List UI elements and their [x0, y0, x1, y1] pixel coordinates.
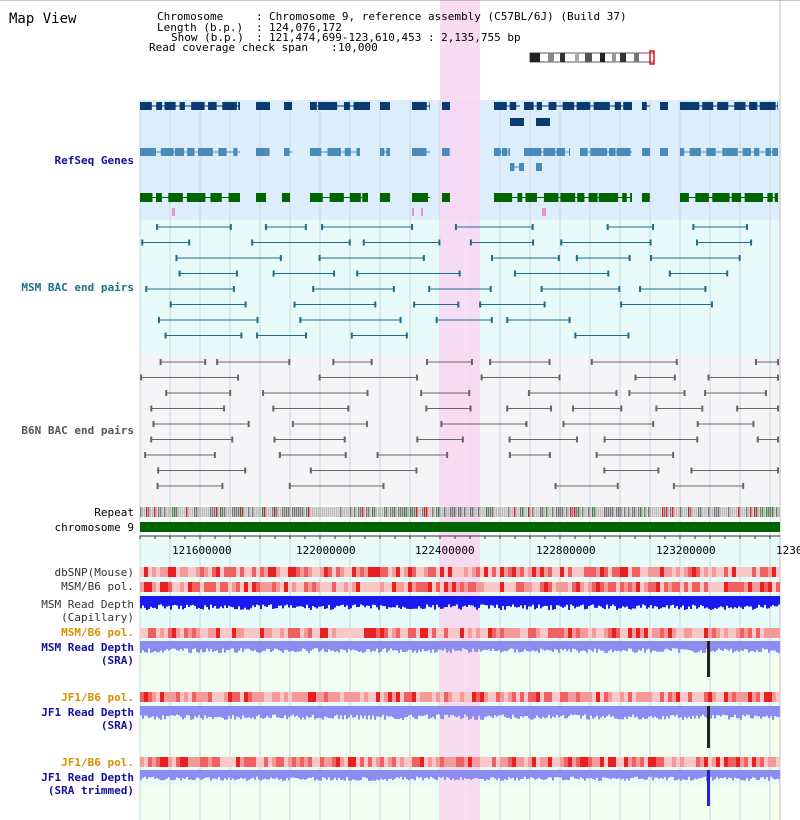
b6n-bac-label: B6N BAC end pairs — [21, 424, 134, 437]
read-depth-tracks — [140, 596, 780, 806]
chromosome-label: Chromosome — [157, 10, 223, 23]
b6n-bac-pairs[interactable] — [140, 359, 779, 489]
tick-label-6: 1230 — [776, 544, 800, 557]
msm-depth-sra-sub: (SRA) — [101, 654, 134, 667]
position-axis — [139, 535, 780, 539]
highlight-region — [440, 0, 480, 820]
jf1-depth-trim-sub: (SRA trimmed) — [48, 784, 134, 797]
jf1-b6-pol2-label: JF1/B6 pol. — [61, 756, 134, 769]
msm-b6-pol2-label: MSM/B6 pol. — [61, 626, 134, 639]
msm-b6-pol-label: MSM/B6 pol. — [61, 580, 134, 593]
polymorphism-strips — [140, 567, 780, 767]
show-value: 121,474,699-123,610,453 : 2,135,755 bp — [269, 31, 521, 44]
coverage-label: Read coverage check span — [149, 41, 308, 54]
dbsnp-label: dbSNP(Mouse) — [55, 566, 134, 579]
jf1-depth-sra-sub: (SRA) — [101, 719, 134, 732]
msm-depth-cap-label: MSM Read Depth — [41, 598, 134, 611]
jf1-depth-trim-label: JF1 Read Depth — [41, 771, 134, 784]
jf1-b6-pol-label: JF1/B6 pol. — [61, 691, 134, 704]
length-value: 124,076,172 — [269, 21, 342, 34]
refseq-label: RefSeq Genes — [55, 154, 134, 167]
chromosome-ideogram[interactable] — [529, 50, 655, 65]
length-label: Length (b.p.) — [157, 21, 243, 34]
chromosome-track-label: chromosome 9 — [55, 521, 134, 534]
msm-depth-cap-sub: (Capillary) — [61, 611, 134, 624]
colon-sep: : — [256, 21, 263, 34]
colon-sep: : — [256, 10, 263, 23]
refseq-genes[interactable] — [140, 102, 778, 216]
jf1-depth-sra-label: JF1 Read Depth — [41, 706, 134, 719]
tick-label-4: 122800000 — [536, 544, 596, 557]
tick-label-5: 123200000 — [656, 544, 716, 557]
chromosome-bar — [140, 522, 780, 532]
msm-bac-pairs[interactable] — [141, 224, 753, 339]
repeat-track — [140, 507, 780, 517]
coverage-value: 10,000 — [338, 41, 378, 54]
colon-sep: : — [256, 31, 263, 44]
page-title: Map View — [9, 11, 77, 27]
chromosome-value: Chromosome 9, reference assembly (C57BL/… — [269, 10, 627, 23]
tick-label-3: 122400000 — [415, 544, 475, 557]
msm-depth-sra-label: MSM Read Depth — [41, 641, 134, 654]
show-label: Show (b.p.) — [171, 31, 244, 44]
tick-label-1: 121600000 — [172, 544, 232, 557]
colon-sep: : — [331, 41, 338, 54]
tick-label-2: 122000000 — [296, 544, 356, 557]
repeat-label: Repeat — [94, 506, 134, 519]
msm-bac-label: MSM BAC end pairs — [21, 281, 134, 294]
